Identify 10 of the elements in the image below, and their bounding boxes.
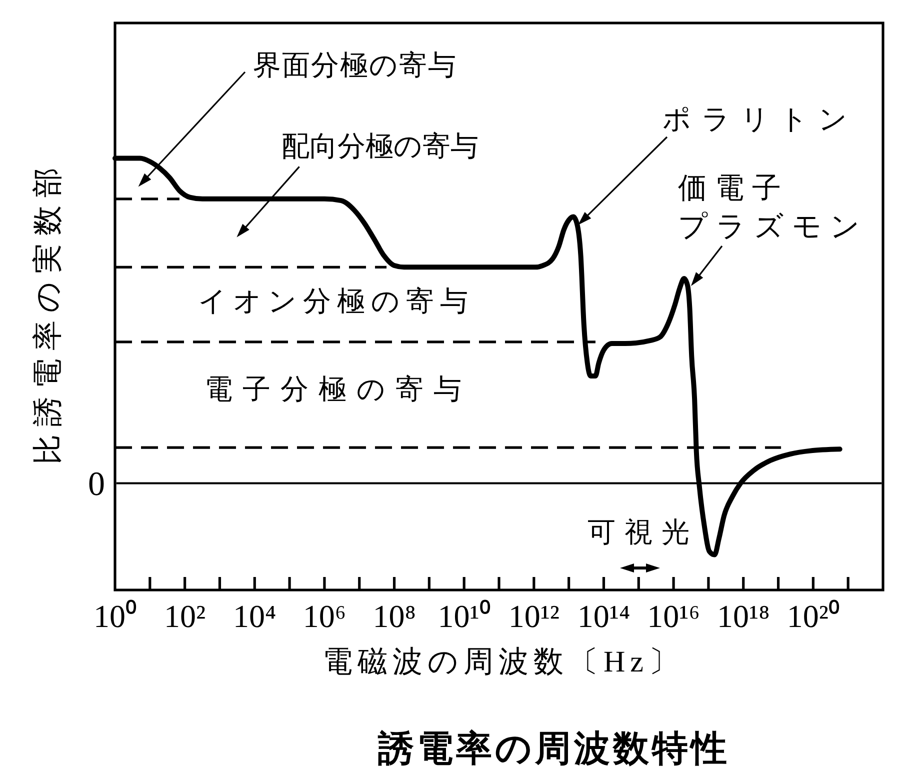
annotation: ポラリトン bbox=[662, 104, 858, 136]
annotation: 界面分極の寄与 bbox=[253, 50, 457, 82]
annotation: 価電子プラズモン bbox=[678, 172, 868, 243]
annotation: 配向分極の寄与 bbox=[282, 132, 478, 162]
annotation: イオン分極の寄与 bbox=[198, 286, 474, 318]
annotation: 可視光 bbox=[588, 518, 698, 548]
chart-title: 誘電率の周波数特性 bbox=[378, 728, 730, 768]
y-axis-title: 比誘電率の実数部 bbox=[32, 160, 64, 464]
x-axis-title: 電磁波の周波数〔Hz〕 bbox=[322, 646, 684, 678]
annotation: 電子分極の寄与 bbox=[204, 374, 472, 406]
